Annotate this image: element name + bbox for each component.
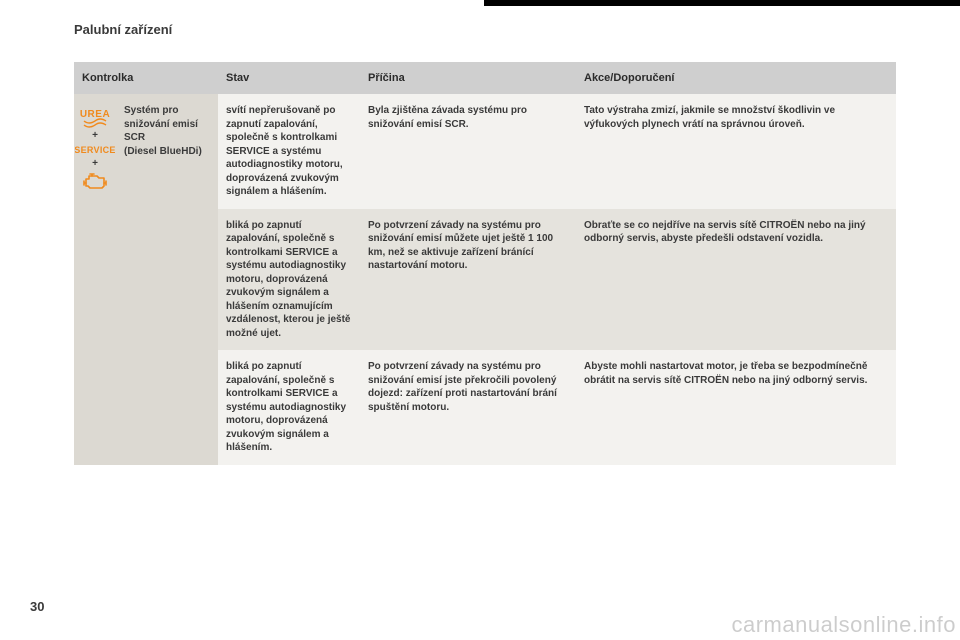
indicator-icon-stack: UREA + SERVICE + [82, 104, 108, 192]
warning-lamp-table: Kontrolka Stav Příčina Akce/Doporučení U… [74, 62, 896, 465]
table-header-row: Kontrolka Stav Příčina Akce/Doporučení [74, 62, 896, 94]
cell-state: bliká po zapnutí zapalování, společně s … [218, 209, 360, 351]
cell-action: Obraťte se co nejdříve na servis sítě CI… [576, 209, 896, 351]
page-number: 30 [30, 599, 44, 614]
cell-cause: Po potvrzení závady na systému pro snižo… [360, 350, 576, 465]
col-header-action: Akce/Doporučení [576, 62, 896, 94]
section-title: Palubní zařízení [74, 22, 172, 37]
cell-cause: Byla zjištěna závada systému pro snižová… [360, 94, 576, 209]
cell-state: bliká po zapnutí zapalování, společně s … [218, 350, 360, 465]
watermark: carmanualsonline.info [727, 610, 960, 640]
col-header-state: Stav [218, 62, 360, 94]
engine-autodiag-icon [81, 172, 109, 192]
plus-icon: + [92, 159, 98, 169]
service-icon: SERVICE [75, 144, 115, 156]
table-row: UREA + SERVICE + [74, 94, 896, 209]
urea-icon: UREA [78, 106, 112, 128]
manual-page: Palubní zařízení Kontrolka Stav Příčina … [0, 0, 960, 640]
cell-cause: Po potvrzení závady na systému pro snižo… [360, 209, 576, 351]
top-black-bar [484, 0, 960, 6]
cell-action: Tato výstraha zmizí, jakmile se množství… [576, 94, 896, 209]
cell-state: svítí nepřerušovaně po zapnutí zapalován… [218, 94, 360, 209]
system-name-cell: Systém pro snižování emisí SCR (Diesel B… [116, 94, 218, 465]
col-header-cause: Příčina [360, 62, 576, 94]
cell-action: Abyste mohli nastartovat motor, je třeba… [576, 350, 896, 465]
col-header-indicator: Kontrolka [74, 62, 218, 94]
plus-icon: + [92, 131, 98, 141]
svg-text:SERVICE: SERVICE [75, 145, 115, 155]
indicator-icon-cell: UREA + SERVICE + [74, 94, 116, 465]
svg-text:UREA: UREA [80, 109, 110, 120]
